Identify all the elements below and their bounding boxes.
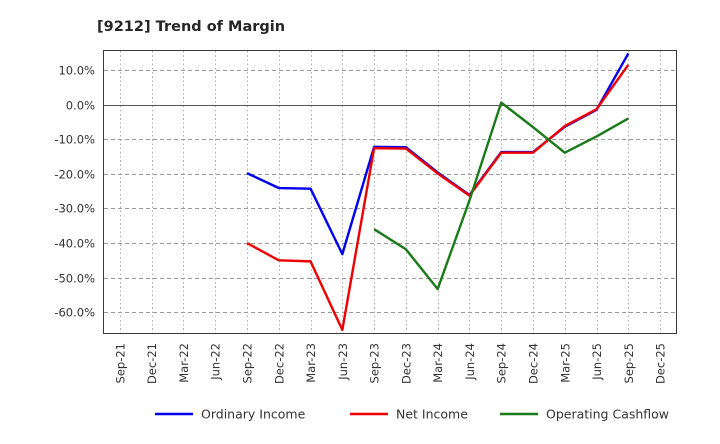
y-axis-tick-label: -50.0% — [54, 272, 95, 286]
x-axis-tick-label: Jun-24 — [463, 343, 477, 381]
y-axis-tick-label: -40.0% — [54, 237, 95, 251]
vertical-gridlines — [120, 51, 661, 333]
x-axis-tick-label: Jun-23 — [336, 343, 350, 381]
plot-area-frame — [102, 49, 678, 335]
legend-label-operating-cashflow[interactable]: Operating Cashflow — [546, 407, 669, 422]
y-axis-tick-label: 10.0% — [58, 64, 95, 78]
y-axis-tick-label: -30.0% — [54, 202, 95, 216]
series-line-ordinary-income — [246, 52, 630, 256]
series-line-operating-cashflow — [373, 101, 629, 291]
x-axis-tick-label: Sep-21 — [113, 343, 127, 383]
horizontal-gridlines — [104, 70, 676, 313]
y-axis-tick-label: -20.0% — [54, 168, 95, 182]
x-axis-tick-label: Dec-24 — [527, 343, 541, 384]
x-axis-tick-label: Dec-25 — [654, 343, 668, 384]
x-axis-tick-labels: Sep-21 Dec-21 Mar-22 Jun-22 Sep-22 Dec-22 Mar-… — [113, 343, 667, 384]
series-line-net-income — [246, 64, 630, 332]
x-axis-tick-label: Mar-24 — [431, 343, 445, 383]
data-series-group — [246, 52, 630, 332]
x-axis-tick-label: Jun-22 — [209, 343, 223, 381]
x-axis-tick-label: Jun-25 — [590, 343, 604, 381]
x-axis-tick-label: Sep-25 — [622, 343, 636, 383]
legend-label-ordinary-income[interactable]: Ordinary Income — [201, 407, 306, 422]
y-axis-tick-labels: 10.0% 0.0% -10.0% -20.0% -30.0% -40.0% -50.0% -… — [54, 64, 95, 320]
x-axis-tick-label: Dec-22 — [272, 343, 286, 384]
y-axis-tick-label: 0.0% — [66, 99, 95, 113]
y-axis-tick-label: -10.0% — [54, 133, 95, 147]
chart-legend: Ordinary Income Net Income Operating Cashf… — [155, 407, 669, 422]
x-axis-tick-label: Mar-23 — [304, 343, 318, 383]
x-axis-tick-label: Dec-21 — [145, 343, 159, 384]
legend-label-net-income[interactable]: Net Income — [396, 407, 468, 422]
x-axis-tick-label: Mar-25 — [558, 343, 572, 383]
x-axis-tick-label: Dec-23 — [399, 343, 413, 384]
page-title: [9212] Trend of Margin — [97, 19, 285, 35]
x-axis-tick-label: Sep-24 — [495, 343, 509, 383]
x-axis-tick-label: Mar-22 — [177, 343, 191, 383]
y-axis-tick-label: -60.0% — [54, 306, 95, 320]
x-axis-tick-label: Sep-23 — [368, 343, 382, 383]
x-axis-tick-label: Sep-22 — [241, 343, 255, 383]
